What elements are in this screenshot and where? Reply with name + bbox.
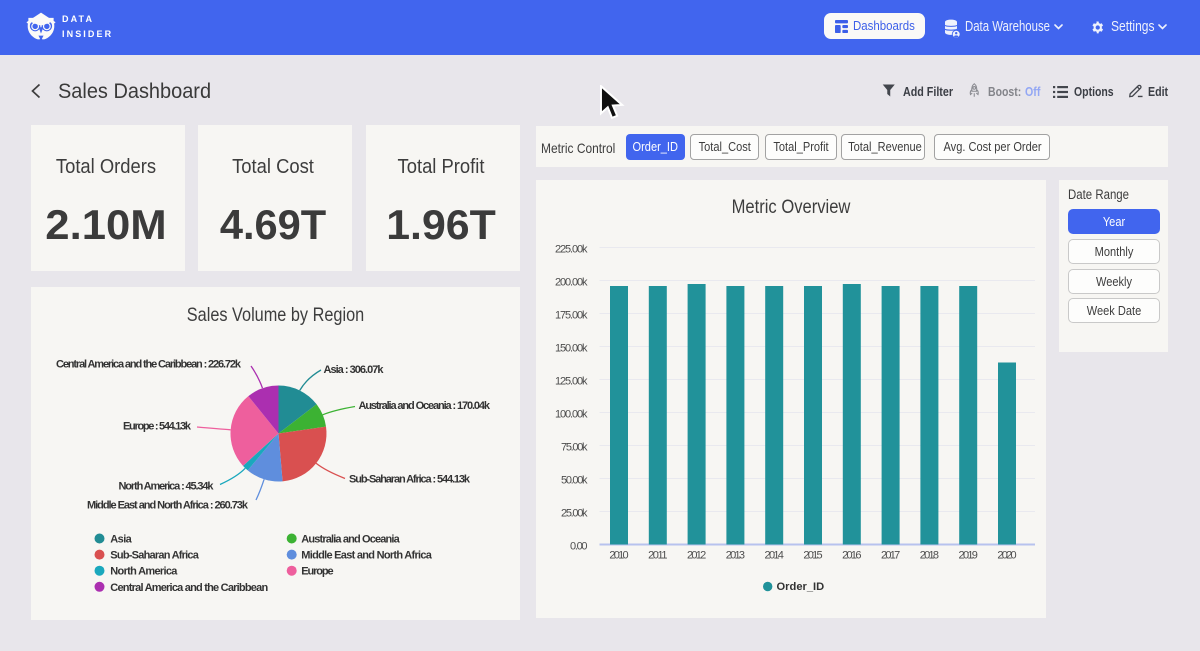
svg-text:150.00k: 150.00k	[555, 343, 588, 355]
svg-text:2013: 2013	[726, 550, 745, 562]
svg-text:Asia: Asia	[110, 534, 132, 546]
svg-text:2016: 2016	[842, 550, 861, 562]
svg-text:Sub-Saharan Africa : 544.13k: Sub-Saharan Africa : 544.13k	[349, 474, 471, 486]
svg-text:Central America and the Caribb: Central America and the Caribbean : 226.…	[56, 359, 242, 371]
svg-text:2018: 2018	[920, 550, 939, 562]
svg-text:2017: 2017	[881, 550, 900, 562]
svg-text:75.00k: 75.00k	[561, 442, 588, 454]
svg-text:175.00k: 175.00k	[555, 310, 588, 322]
svg-text:50.00k: 50.00k	[561, 475, 588, 487]
svg-text:225.00k: 225.00k	[555, 244, 588, 256]
svg-text:North America: North America	[110, 566, 178, 578]
svg-text:2014: 2014	[765, 550, 784, 562]
svg-text:Sub-Saharan Africa: Sub-Saharan Africa	[110, 550, 199, 562]
svg-text:2015: 2015	[803, 550, 822, 562]
svg-text:Europe: Europe	[301, 566, 333, 578]
svg-text:Australia and Oceania: Australia and Oceania	[301, 534, 400, 546]
svg-text:2012: 2012	[687, 550, 706, 562]
svg-text:North America : 45.34k: North America : 45.34k	[119, 481, 215, 493]
svg-text:Middle East and North Africa: Middle East and North Africa	[301, 550, 432, 562]
svg-text:Central America and the Caribb: Central America and the Caribbean	[110, 582, 268, 594]
svg-text:200.00k: 200.00k	[555, 277, 588, 289]
svg-text:2011: 2011	[648, 550, 667, 562]
svg-text:Middle East and North Africa :: Middle East and North Africa : 260.73k	[87, 500, 249, 512]
svg-text:2020: 2020	[997, 550, 1016, 562]
svg-text:2019: 2019	[959, 550, 978, 562]
svg-text:Order_ID: Order_ID	[777, 581, 825, 593]
svg-text:100.00k: 100.00k	[555, 409, 588, 421]
svg-text:125.00k: 125.00k	[555, 376, 588, 388]
svg-text:25.00k: 25.00k	[561, 508, 588, 520]
svg-text:Europe : 544.13k: Europe : 544.13k	[123, 421, 192, 433]
svg-text:2010: 2010	[609, 550, 628, 562]
svg-text:Asia : 306.07k: Asia : 306.07k	[324, 364, 385, 376]
svg-text:0.00: 0.00	[570, 541, 588, 553]
svg-text:Australia and Oceania : 170.04: Australia and Oceania : 170.04k	[359, 400, 491, 412]
